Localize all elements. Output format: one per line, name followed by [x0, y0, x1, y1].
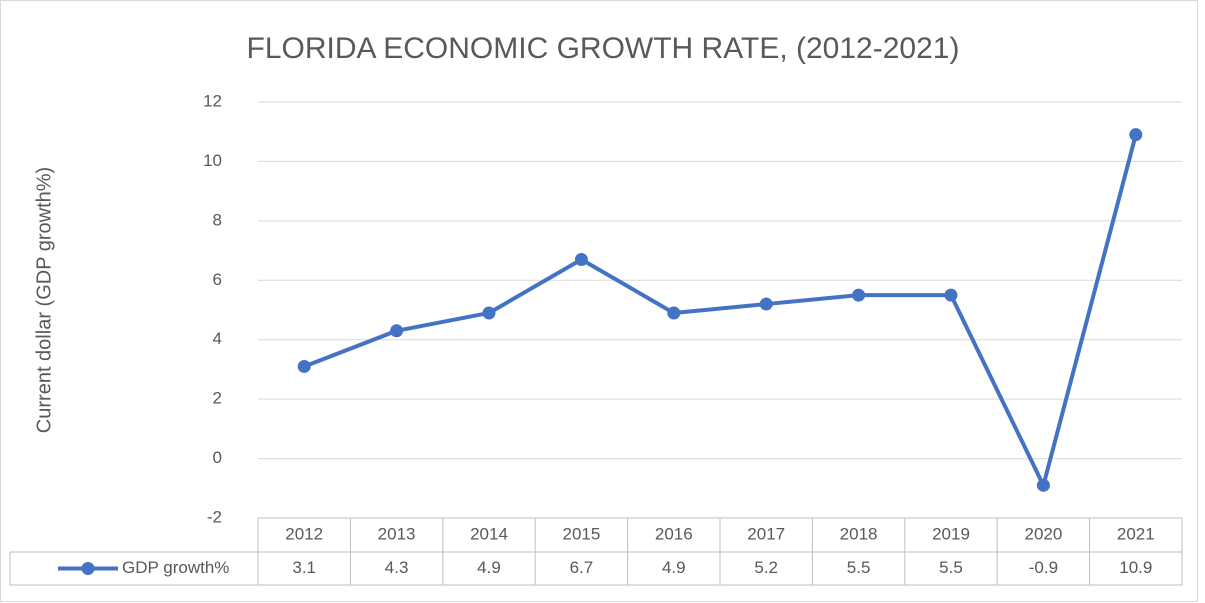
point — [574, 252, 588, 266]
chart-title: FLORIDA ECONOMIC GROWTH RATE, (2012-2021… — [247, 32, 960, 65]
x-tick-label: 2016 — [655, 524, 693, 543]
y-axis-title: Current dollar (GDP growth%) — [33, 167, 55, 433]
point — [1129, 128, 1143, 142]
point — [482, 306, 496, 320]
series-line — [303, 134, 1138, 488]
x-tick-label: 2017 — [747, 524, 785, 543]
x-tick-label: 2012 — [285, 524, 323, 543]
legend-marker — [81, 562, 95, 575]
table-value: 5.2 — [754, 558, 778, 577]
table-value: 3.1 — [292, 558, 316, 577]
table-value: 4.9 — [477, 558, 501, 577]
y-tick-label: 6 — [213, 270, 222, 289]
point — [1036, 478, 1050, 492]
table-value: -0.9 — [1029, 558, 1058, 577]
y-tick-label: 8 — [213, 210, 222, 229]
point — [390, 324, 404, 338]
x-tick-label: 2020 — [1024, 524, 1062, 543]
point — [759, 297, 773, 311]
y-tick-label: 4 — [213, 329, 222, 348]
y-tick-label: 12 — [203, 91, 222, 110]
x-tick-label: 2014 — [470, 524, 508, 543]
y-tick-label: -2 — [207, 507, 222, 526]
table-value: 6.7 — [570, 558, 594, 577]
x-tick-label: 2015 — [562, 524, 600, 543]
point — [297, 359, 311, 373]
legend-label: GDP growth% — [122, 558, 229, 577]
point — [667, 306, 681, 320]
table-value: 5.5 — [939, 558, 963, 577]
table-value: 10.9 — [1119, 558, 1152, 577]
x-tick-label: 2013 — [378, 524, 416, 543]
x-tick-label: 2018 — [840, 524, 878, 543]
y-tick-label: 2 — [213, 389, 222, 408]
table-value: 5.5 — [847, 558, 871, 577]
y-tick-label: 0 — [213, 448, 222, 467]
point — [944, 288, 958, 302]
x-tick-label: 2021 — [1117, 524, 1155, 543]
point — [852, 288, 866, 302]
x-tick-label: 2019 — [932, 524, 970, 543]
table-value: 4.9 — [662, 558, 686, 577]
table-value: 4.3 — [385, 558, 409, 577]
y-tick-label: 10 — [203, 151, 222, 170]
